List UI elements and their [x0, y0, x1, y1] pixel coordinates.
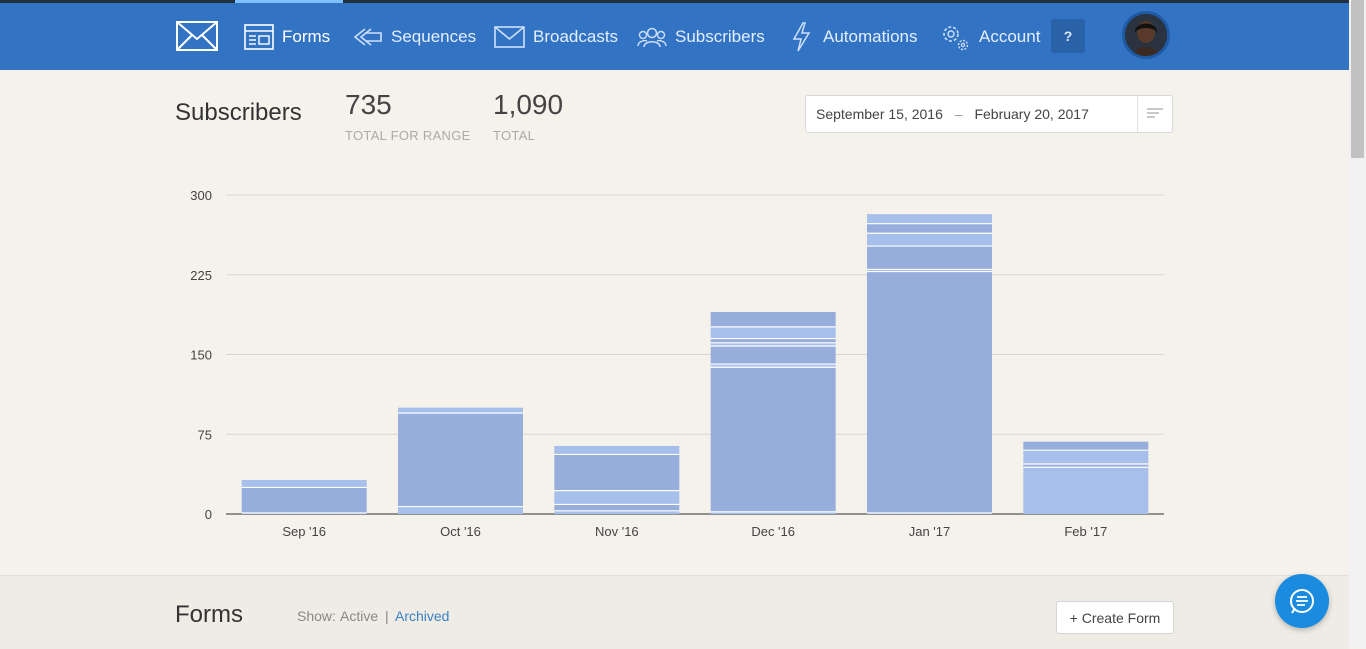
y-tick-label: 75: [198, 427, 212, 442]
date-range-picker[interactable]: September 15, 2016 – February 20, 2017: [805, 95, 1173, 133]
nav-automations[interactable]: Automations: [790, 3, 918, 70]
bar-segment[interactable]: [710, 511, 836, 514]
x-tick-label: Nov '16: [595, 524, 639, 539]
nav-label: Sequences: [391, 26, 477, 46]
nav-label: Automations: [823, 26, 918, 46]
bar-segment[interactable]: [710, 364, 836, 368]
y-tick-label: 150: [190, 348, 212, 363]
bar-segment[interactable]: [710, 345, 836, 365]
bar-segment[interactable]: [710, 342, 836, 346]
bar-segment[interactable]: [554, 445, 680, 455]
gear-icon: [943, 25, 969, 50]
bar-segment[interactable]: [1023, 450, 1149, 465]
bar-segment[interactable]: [710, 326, 836, 339]
nav-account[interactable]: Account: [939, 3, 1040, 70]
nav-label: Forms: [282, 26, 331, 46]
bar-segment[interactable]: [241, 479, 367, 488]
x-tick-label: Jan '17: [909, 524, 951, 539]
bar-segment[interactable]: [867, 246, 992, 270]
nav-active-indicator: [235, 0, 343, 3]
bar-segment[interactable]: [867, 214, 992, 224]
bar-segment[interactable]: [398, 407, 523, 413]
nav-sequences[interactable]: Sequences: [353, 3, 476, 70]
subscribers-icon: [637, 27, 667, 47]
create-form-button[interactable]: + Create Form: [1056, 601, 1174, 634]
topbar-line: [0, 0, 1349, 3]
date-end: February 20, 2017: [974, 106, 1089, 122]
bar-segment[interactable]: [398, 506, 523, 514]
scrollbar-thumb[interactable]: [1351, 0, 1364, 158]
bar-segment[interactable]: [1023, 464, 1149, 468]
y-tick-label: 0: [205, 507, 212, 522]
filter-active-link[interactable]: Active: [340, 608, 379, 624]
logo-mail-icon[interactable]: [176, 21, 218, 56]
show-filter-label: Show:: [297, 608, 336, 624]
total-label: TOTAL: [493, 128, 536, 143]
range-total-label: TOTAL FOR RANGE: [345, 128, 471, 143]
date-range-text[interactable]: September 15, 2016 – February 20, 2017: [806, 106, 1140, 122]
bar-segment[interactable]: [867, 271, 992, 513]
bar-segment[interactable]: [867, 233, 992, 247]
page-title: Subscribers: [175, 99, 302, 126]
x-tick-label: Feb '17: [1064, 524, 1107, 539]
chat-icon: [1290, 589, 1314, 614]
subscribers-chart: 0 75 150 225 300 Sep '16 Oct '16 Nov '16 Dec '16…: [190, 188, 1164, 539]
bar-segment[interactable]: [554, 454, 680, 491]
y-tick-label: 300: [190, 188, 212, 203]
sequences-icon: [353, 27, 382, 46]
nav-label: Account: [979, 26, 1041, 46]
x-tick-label: Sep '16: [282, 524, 326, 539]
bar-segment[interactable]: [867, 269, 992, 272]
x-tick-label: Oct '16: [440, 524, 481, 539]
bar-segment[interactable]: [867, 223, 992, 234]
chat-button[interactable]: [1275, 574, 1329, 628]
scrollbar-track[interactable]: [1349, 0, 1366, 648]
bar-segment[interactable]: [241, 487, 367, 513]
help-button[interactable]: ?: [1051, 19, 1085, 53]
x-tick-label: Dec '16: [751, 524, 795, 539]
bar-segment[interactable]: [398, 412, 523, 507]
bar-segment[interactable]: [710, 338, 836, 343]
nav-label: Subscribers: [675, 26, 765, 46]
date-menu-button[interactable]: [1137, 96, 1172, 132]
bar-segment[interactable]: [554, 504, 680, 511]
bar-segment[interactable]: [1023, 441, 1149, 451]
bar-segment[interactable]: [554, 490, 680, 505]
filter-separator: |: [385, 608, 389, 624]
bar-segment[interactable]: [710, 367, 836, 512]
date-separator: –: [954, 106, 963, 122]
broadcasts-icon: [494, 25, 525, 48]
bar-segment[interactable]: [554, 510, 680, 514]
bar-segment[interactable]: [1023, 467, 1149, 514]
nav-broadcasts[interactable]: Broadcasts: [494, 3, 618, 70]
range-total-value: 735: [345, 89, 392, 120]
nav-forms[interactable]: Forms: [244, 3, 330, 70]
nav-subscribers[interactable]: Subscribers: [637, 3, 765, 70]
avatar-image: [1125, 14, 1167, 56]
forms-icon: [244, 23, 274, 50]
date-start: September 15, 2016: [816, 106, 943, 122]
total-value: 1,090: [493, 89, 564, 120]
bar-segment[interactable]: [710, 311, 836, 327]
top-nav: Forms Sequences Broadcasts Subscribers: [0, 3, 1349, 70]
lightning-icon: [792, 21, 811, 51]
menu-lines-icon: [1147, 108, 1163, 118]
nav-label: Broadcasts: [533, 26, 619, 46]
filter-archived-link[interactable]: Archived: [395, 608, 450, 624]
forms-title: Forms: [175, 601, 243, 628]
y-tick-label: 225: [190, 268, 212, 283]
avatar[interactable]: [1122, 11, 1170, 59]
